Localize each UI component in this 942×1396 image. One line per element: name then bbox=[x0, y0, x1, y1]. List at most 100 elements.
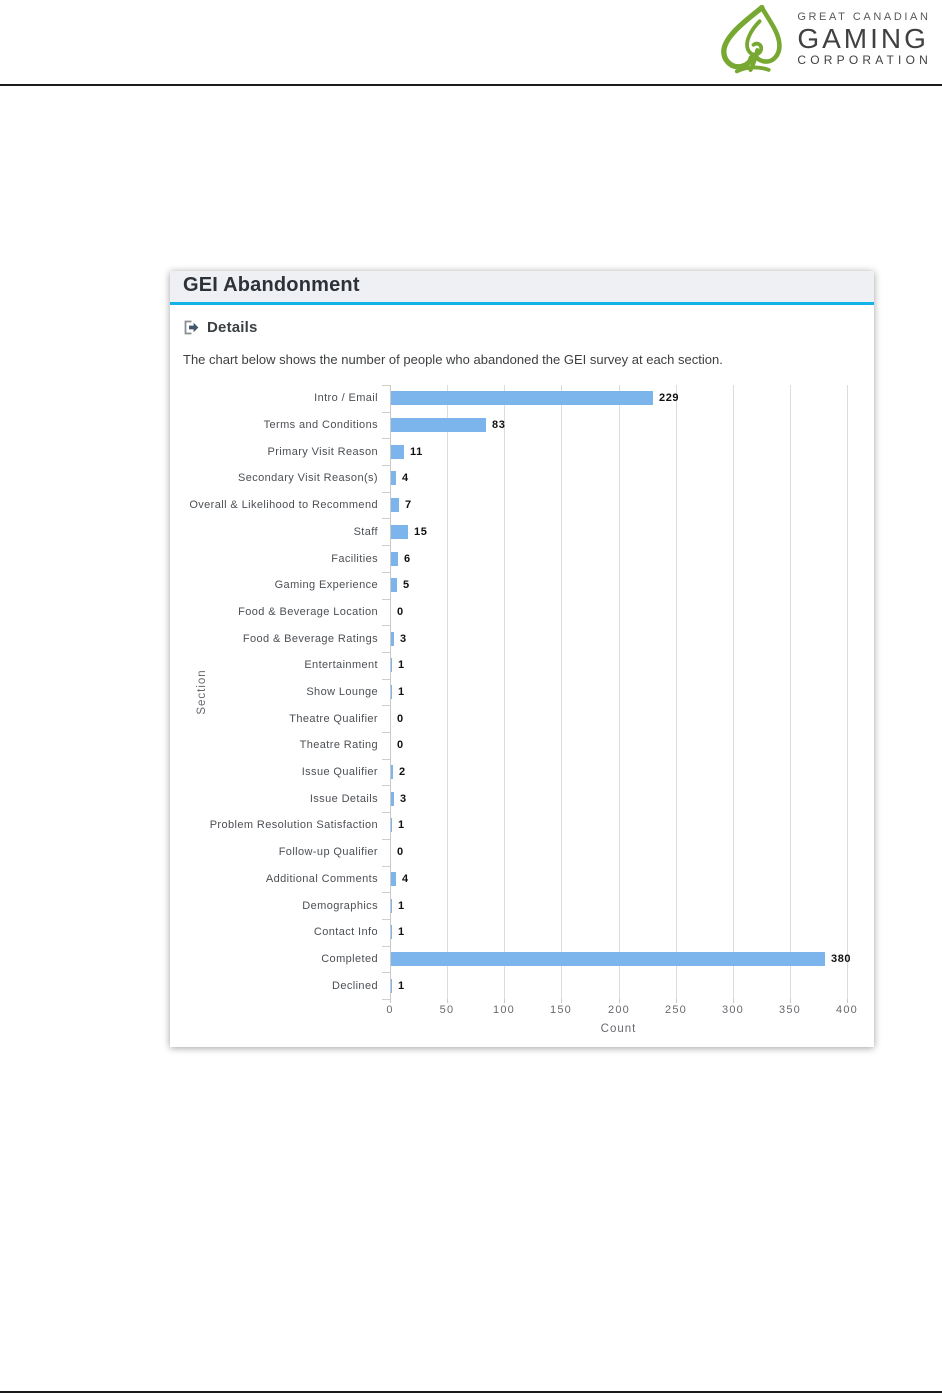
gridline bbox=[676, 385, 677, 999]
category-tick bbox=[382, 599, 390, 600]
category-tick bbox=[382, 812, 390, 813]
category-label: Additional Comments bbox=[265, 872, 378, 885]
card-header: GEI Abandonment bbox=[170, 271, 874, 305]
category-tick bbox=[382, 679, 390, 680]
category-label: Secondary Visit Reason(s) bbox=[237, 472, 378, 485]
chart-bar[interactable] bbox=[391, 471, 396, 485]
chart-bar[interactable] bbox=[391, 552, 398, 566]
x-axis-tick bbox=[447, 999, 448, 1003]
gridline bbox=[619, 385, 620, 999]
x-axis-tick bbox=[790, 999, 791, 1003]
bar-value-label: 380 bbox=[831, 953, 852, 965]
category-label: Theatre Rating bbox=[299, 739, 378, 752]
category-label: Food & Beverage Ratings bbox=[242, 632, 378, 645]
category-label: Follow-up Qualifier bbox=[278, 846, 378, 859]
y-axis-line bbox=[390, 385, 391, 999]
category-tick bbox=[382, 545, 390, 546]
bar-value-label: 1 bbox=[398, 659, 405, 671]
x-axis-tick bbox=[847, 999, 848, 1003]
chart-description: The chart below shows the number of peop… bbox=[183, 352, 723, 367]
category-tick bbox=[382, 785, 390, 786]
chart-bar[interactable] bbox=[391, 792, 394, 806]
category-tick bbox=[382, 412, 390, 413]
bar-value-label: 3 bbox=[400, 793, 407, 805]
category-label: Issue Qualifier bbox=[301, 766, 378, 779]
gridline bbox=[847, 385, 848, 999]
category-tick bbox=[382, 652, 390, 653]
logo-line-2: GAMING bbox=[797, 23, 929, 54]
category-label: Terms and Conditions bbox=[263, 419, 378, 432]
bar-value-label: 1 bbox=[398, 926, 405, 938]
category-label: Primary Visit Reason bbox=[267, 445, 378, 458]
category-label: Contact Info bbox=[313, 926, 378, 939]
bar-value-label: 2 bbox=[399, 766, 406, 778]
x-axis-tick bbox=[676, 999, 677, 1003]
details-section-header[interactable]: Details bbox=[170, 305, 874, 336]
category-tick bbox=[382, 999, 390, 1000]
company-logo: GREAT CANADIAN GAMING CORPORATION bbox=[710, 3, 932, 79]
bar-value-label: 1 bbox=[398, 900, 405, 912]
bar-value-label: 4 bbox=[402, 873, 409, 885]
category-tick bbox=[382, 385, 390, 386]
x-axis-title: Count bbox=[600, 1023, 637, 1035]
category-tick bbox=[382, 438, 390, 439]
category-tick bbox=[382, 732, 390, 733]
category-tick bbox=[382, 839, 390, 840]
bar-value-label: 83 bbox=[492, 419, 506, 431]
x-axis-label: 350 bbox=[779, 1004, 801, 1016]
category-label: Problem Resolution Satisfaction bbox=[209, 819, 378, 832]
category-tick bbox=[382, 892, 390, 893]
gridline bbox=[447, 385, 448, 999]
category-tick bbox=[382, 919, 390, 920]
x-axis-tick bbox=[561, 999, 562, 1003]
category-label: Facilities bbox=[331, 552, 378, 565]
bar-value-label: 229 bbox=[659, 392, 680, 404]
chart-bar[interactable] bbox=[391, 872, 396, 886]
bar-value-label: 0 bbox=[397, 713, 404, 725]
x-axis-tick bbox=[733, 999, 734, 1003]
category-label: Issue Details bbox=[309, 792, 378, 805]
header-divider bbox=[0, 84, 942, 86]
chart-bar[interactable] bbox=[391, 445, 404, 459]
bar-value-label: 11 bbox=[410, 446, 423, 458]
category-tick bbox=[382, 759, 390, 760]
chart-bar[interactable] bbox=[391, 418, 486, 432]
page-title: GEI Abandonment bbox=[183, 274, 360, 296]
gridline bbox=[504, 385, 505, 999]
x-axis-tick bbox=[504, 999, 505, 1003]
x-axis-label: 300 bbox=[722, 1004, 744, 1016]
chart-bar[interactable] bbox=[391, 925, 392, 939]
chart-bar[interactable] bbox=[391, 658, 392, 672]
footer-divider bbox=[0, 1391, 942, 1393]
x-axis-label: 150 bbox=[550, 1004, 572, 1016]
chart-bar[interactable] bbox=[391, 685, 392, 699]
category-label: Entertainment bbox=[304, 659, 378, 672]
bar-value-label: 0 bbox=[397, 846, 404, 858]
chart-bar[interactable] bbox=[391, 979, 392, 993]
category-tick bbox=[382, 518, 390, 519]
x-axis-tick bbox=[390, 999, 391, 1003]
category-label: Show Lounge bbox=[306, 686, 378, 698]
chart-bar[interactable] bbox=[391, 578, 397, 592]
category-label: Food & Beverage Location bbox=[238, 605, 378, 618]
chart-bar[interactable] bbox=[391, 818, 392, 832]
category-tick bbox=[382, 572, 390, 573]
chart-bar[interactable] bbox=[391, 498, 399, 512]
chart-bar[interactable] bbox=[391, 765, 393, 779]
chart-bar[interactable] bbox=[391, 952, 825, 966]
x-axis-label: 100 bbox=[493, 1004, 515, 1016]
category-tick bbox=[382, 492, 390, 493]
category-tick bbox=[382, 946, 390, 947]
x-axis-label: 250 bbox=[665, 1004, 687, 1016]
category-label: Intro / Email bbox=[314, 392, 378, 405]
chart-bar[interactable] bbox=[391, 632, 394, 646]
logo-line-1: GREAT CANADIAN bbox=[797, 11, 931, 23]
chart-bar[interactable] bbox=[391, 899, 392, 913]
chart-bar[interactable] bbox=[391, 391, 653, 405]
spade-icon bbox=[710, 3, 797, 79]
report-card: GEI Abandonment Details The chart below … bbox=[170, 271, 874, 1047]
chart-bar[interactable] bbox=[391, 525, 408, 539]
x-axis-label: 400 bbox=[836, 1004, 858, 1016]
bar-value-label: 7 bbox=[405, 499, 412, 511]
category-tick bbox=[382, 972, 390, 973]
